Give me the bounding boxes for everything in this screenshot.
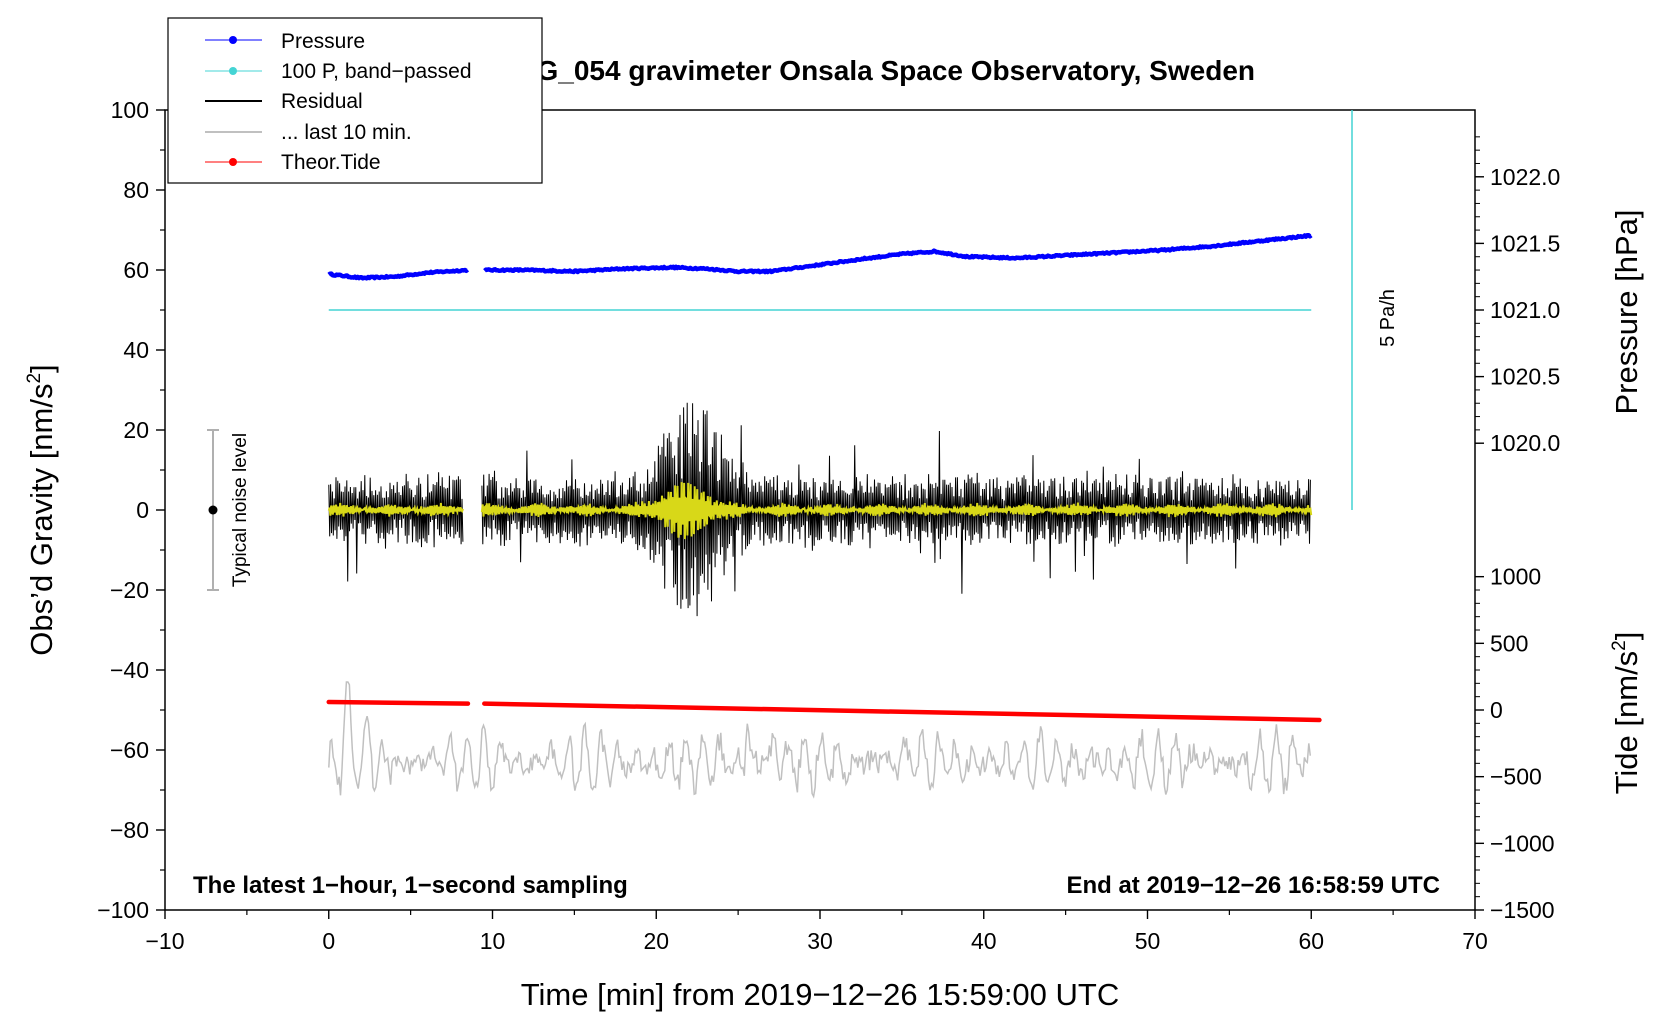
y-tick-label: −100 — [97, 897, 149, 923]
legend-label-tide: Theor.Tide — [281, 151, 381, 174]
y-tick-label: −40 — [110, 657, 149, 683]
tide-tick-label: −500 — [1490, 764, 1542, 790]
pressure-tick-label: 1021.5 — [1490, 230, 1560, 256]
legend-marker-tide — [229, 158, 237, 166]
series-residual-band-line — [480, 482, 1313, 540]
y-axis-title: Obs’d Gravity [nm/s2] — [24, 364, 59, 655]
x-tick-label: 40 — [971, 928, 997, 954]
series-tide-line — [482, 701, 1322, 723]
footer-right-text: End at 2019−12−26 16:58:59 UTC — [1066, 872, 1440, 899]
tide-tick-label: 1000 — [1490, 564, 1541, 590]
pressure-axis-title: Pressure [hPa] — [1609, 209, 1644, 414]
series-tide-line — [326, 699, 471, 706]
tide-tick-label: 0 — [1490, 697, 1503, 723]
series-residual-band-line — [327, 502, 464, 518]
series-last10-line — [328, 681, 1312, 799]
pressure-tick-label: 1020.5 — [1490, 364, 1560, 390]
y-tick-label: 40 — [123, 337, 149, 363]
tide-axis-title: Tide [nm/s2] — [1609, 632, 1644, 795]
series-pressure-line — [327, 267, 470, 281]
legend-label-bandpassed: 100 P, band−passed — [281, 60, 472, 83]
noise-bar-center-dot — [208, 505, 218, 515]
legend-entry-residual: Residual — [205, 90, 363, 113]
noise-bar-label: Typical noise level — [230, 433, 251, 587]
x-axis-title: Time [min] from 2019−12−26 15:59:00 UTC — [521, 977, 1120, 1012]
chart-title: SCG_054 gravimeter Onsala Space Observat… — [498, 55, 1255, 86]
y-tick-label: −60 — [110, 737, 149, 763]
x-tick-label: −10 — [145, 928, 184, 954]
pressure-tick-label: 1022.0 — [1490, 164, 1560, 190]
y-tick-label: −80 — [110, 817, 149, 843]
legend-marker-pressure — [229, 36, 237, 44]
x-tick-label: 50 — [1135, 928, 1161, 954]
rate-bar: 5 Pa/h — [1351, 110, 1399, 510]
legend-entry-tide: Theor.Tide — [205, 151, 381, 174]
y-tick-label: 80 — [123, 177, 149, 203]
x-tick-label: 10 — [480, 928, 506, 954]
legend: Pressure 100 P, band−passed Residual ...… — [167, 17, 543, 184]
series-pressure-line — [483, 232, 1313, 275]
legend-label-pressure: Pressure — [281, 30, 365, 53]
y-tick-label: 20 — [123, 417, 149, 443]
x-tick-label: 0 — [322, 928, 335, 954]
rate-bar-label: 5 Pa/h — [1377, 289, 1399, 347]
x-tick-label: 70 — [1462, 928, 1488, 954]
legend-label-last10: ... last 10 min. — [281, 121, 412, 144]
legend-entry-bandpassed: 100 P, band−passed — [205, 60, 472, 83]
footer-left-text: The latest 1−hour, 1−second sampling — [193, 872, 628, 899]
series-residual-line — [481, 402, 1311, 617]
legend-label-residual: Residual — [281, 90, 363, 113]
series-layer — [326, 232, 1322, 799]
legend-marker-bandpassed — [229, 67, 237, 75]
axes-layer: −10 0 10 20 30 40 50 60 70100806040200−20−40−60−… — [97, 97, 1560, 954]
x-tick-label: 30 — [807, 928, 833, 954]
y-tick-label: 0 — [136, 497, 149, 523]
y-tick-label: −20 — [110, 577, 149, 603]
pressure-tick-label: 1021.0 — [1490, 297, 1560, 323]
legend-entry-pressure: Pressure — [205, 30, 365, 53]
y-tick-label: 100 — [111, 97, 149, 123]
y-tick-label: 60 — [123, 257, 149, 283]
pressure-tick-label: 1020.0 — [1490, 430, 1560, 456]
legend-entry-last10: ... last 10 min. — [205, 121, 412, 144]
x-tick-label: 60 — [1298, 928, 1324, 954]
tide-tick-label: 500 — [1490, 630, 1528, 656]
x-tick-label: 20 — [643, 928, 669, 954]
tide-tick-label: −1500 — [1490, 897, 1555, 923]
tide-tick-label: −1000 — [1490, 830, 1555, 856]
noise-bar: Typical noise level — [207, 429, 251, 591]
